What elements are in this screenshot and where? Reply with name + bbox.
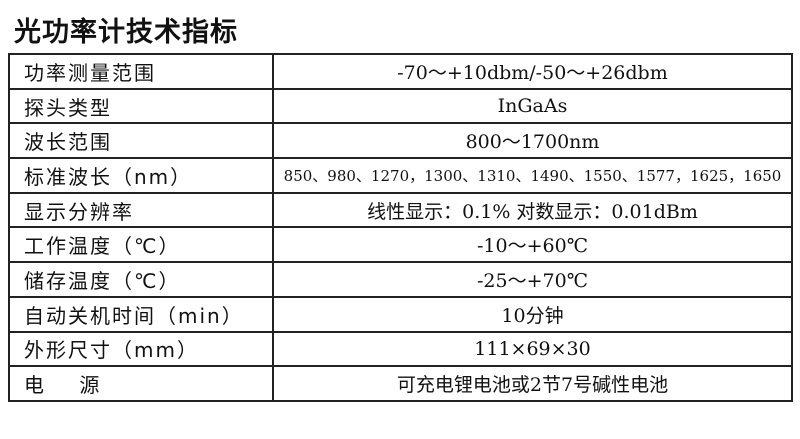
table-row: 自动关机时间（min） 10分钟	[8, 295, 793, 333]
spec-value: -70～+10dbm/-50～+26dbm	[272, 53, 793, 90]
spec-label: 探头类型	[8, 87, 274, 125]
spec-label: 功率测量范围	[8, 53, 274, 90]
table-row: 外形尺寸（mm） 111×69×30	[8, 330, 793, 368]
spec-label: 显示分辨率	[8, 191, 274, 229]
spec-label: 自动关机时间（min）	[8, 295, 274, 333]
spec-value: InGaAs	[272, 87, 793, 125]
spec-value: -25～+70℃	[272, 261, 793, 298]
spec-label: 储存温度（℃）	[8, 261, 274, 298]
spec-value: -10～+60℃	[272, 226, 793, 264]
spec-value: 850、980、1270，1300、1310、1490、1550、1577，16…	[272, 157, 793, 194]
spec-table: 功率测量范围 -70～+10dbm/-50～+26dbm 探头类型 InGaAs 波长范…	[8, 53, 793, 402]
table-row: 功率测量范围 -70～+10dbm/-50～+26dbm	[8, 53, 793, 90]
spec-label: 电 源	[8, 365, 274, 402]
spec-label: 波长范围	[8, 122, 274, 160]
table-row: 显示分辨率 线性显示：0.1% 对数显示：0.01dBm	[8, 191, 793, 229]
table-row: 储存温度（℃） -25～+70℃	[8, 261, 793, 298]
table-row: 波长范围 800～1700nm	[8, 122, 793, 160]
spec-label: 工作温度（℃）	[8, 226, 274, 264]
spec-value: 800～1700nm	[272, 122, 793, 160]
table-row: 探头类型 InGaAs	[8, 87, 793, 125]
table-row: 电 源可充电锂电池或2节7号碱性电池	[8, 365, 793, 402]
spec-label: 标准波长（nm）	[8, 157, 274, 194]
table-row: 工作温度（℃） -10～+60℃	[8, 226, 793, 264]
spec-value: 10分钟	[272, 295, 793, 333]
spec-label: 外形尺寸（mm）	[8, 330, 274, 368]
spec-value: 线性显示：0.1% 对数显示：0.01dBm	[272, 191, 793, 229]
spec-value: 可充电锂电池或2节7号碱性电池	[272, 365, 793, 402]
table-row: 标准波长（nm） 850、980、1270，1300、1310、1490、1550…	[8, 157, 793, 194]
spec-value: 111×69×30	[272, 330, 793, 368]
page-title: 光功率计技术指标	[14, 17, 238, 48]
